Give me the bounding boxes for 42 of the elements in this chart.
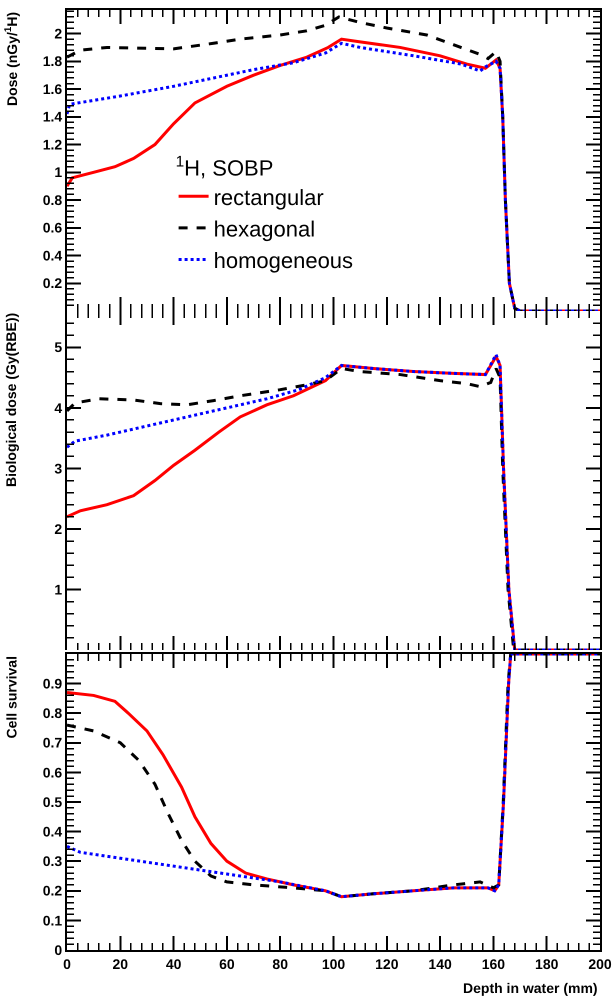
- x-tick-label: 60: [219, 956, 235, 972]
- y-axis-title: Cell survival: [4, 656, 20, 739]
- x-tick-label: 100: [322, 956, 346, 972]
- y-tick-label: 0.2: [42, 275, 62, 292]
- y-tick-label: 0.5: [42, 794, 62, 810]
- y-tick-label: 2: [54, 520, 62, 537]
- x-axis-title: Depth in water (mm): [463, 980, 598, 996]
- legend-label: homogeneous: [214, 248, 354, 274]
- x-tick-label: 180: [535, 956, 559, 972]
- y-axis-title: Biological dose (Gy(RBE)): [3, 312, 20, 488]
- y-tick-label: 0.7: [42, 734, 62, 751]
- y-tick-label: 1.8: [42, 53, 62, 70]
- y-tick-label: 0.4: [42, 247, 62, 264]
- y-tick-label: 4: [54, 400, 62, 416]
- x-tick-label: 140: [428, 956, 452, 972]
- y-tick-label: 0.3: [42, 853, 62, 870]
- y-tick-label: 1: [54, 581, 62, 598]
- y-tick-label: 0.8: [42, 705, 62, 722]
- y-tick-label: 2: [54, 25, 62, 42]
- y-tick-label: 1.6: [42, 80, 62, 97]
- y-tick-label: 3: [54, 460, 62, 476]
- y-tick-label: 5: [54, 339, 62, 356]
- x-tick-label: 80: [272, 956, 288, 972]
- y-tick-label: 0.6: [42, 220, 62, 236]
- y-tick-label: 0.6: [42, 764, 62, 780]
- y-tick-label: 0.1: [42, 912, 62, 928]
- legend-label: rectangular: [214, 184, 324, 210]
- legend-title: $^{1}$H, SOBP: [176, 153, 274, 180]
- y-tick-label: 0.8: [42, 192, 62, 208]
- x-tick-label: 20: [112, 956, 128, 972]
- y-tick-label: 0.4: [42, 824, 62, 840]
- y-tick-label: 0.9: [42, 676, 62, 692]
- y-tick-label: 1.2: [42, 136, 62, 152]
- x-tick-label: 160: [482, 956, 506, 972]
- y-tick-label: 1: [54, 164, 62, 180]
- x-tick-label: 120: [375, 956, 399, 972]
- legend-label: hexagonal: [214, 216, 316, 242]
- x-tick-label: 40: [166, 956, 182, 972]
- y-tick-label: 1.4: [42, 108, 62, 125]
- y-tick-label: 0.2: [42, 882, 62, 899]
- y-tick-label: 0: [54, 942, 62, 958]
- x-tick-label: 200: [588, 956, 612, 972]
